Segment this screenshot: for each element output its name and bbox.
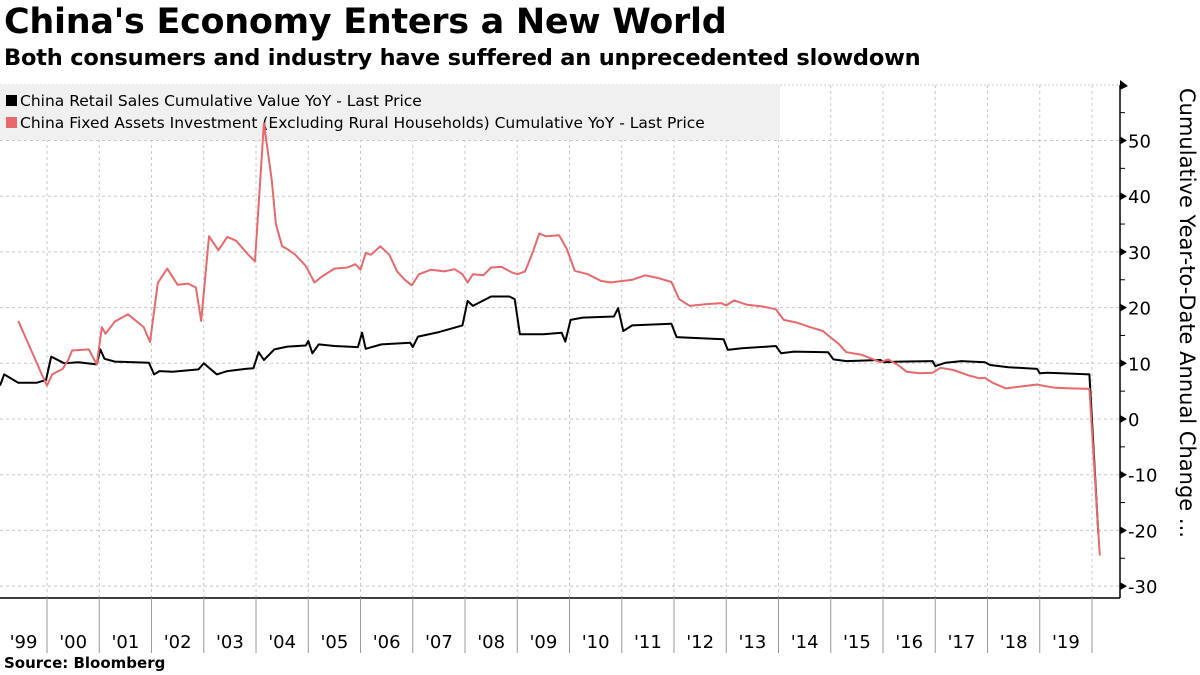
y-tick-major bbox=[1120, 470, 1127, 479]
y-tick-label: 50 bbox=[1128, 132, 1151, 153]
x-tick-label: '10 bbox=[582, 632, 610, 653]
y-axis-arrow bbox=[1120, 80, 1128, 90]
y-tick-label: -10 bbox=[1128, 466, 1157, 487]
y-tick-major bbox=[1120, 526, 1127, 535]
y-tick-major bbox=[1120, 415, 1127, 423]
x-tick-label: '01 bbox=[111, 632, 139, 653]
y-tick-label: -30 bbox=[1128, 577, 1157, 598]
x-tick-label: '00 bbox=[59, 632, 87, 653]
y-tick-label: 20 bbox=[1128, 299, 1151, 320]
x-tick-label: '19 bbox=[1052, 632, 1080, 653]
x-tick-label: '09 bbox=[529, 632, 557, 653]
series-line-fixed-assets-investment bbox=[17, 122, 1101, 556]
x-tick-label: '17 bbox=[947, 632, 975, 653]
y-tick-label: 40 bbox=[1128, 187, 1151, 208]
legend-swatch-retail bbox=[6, 95, 17, 106]
x-tick-label: '06 bbox=[373, 632, 401, 653]
chart-subtitle: Both consumers and industry have suffere… bbox=[4, 45, 921, 71]
chart-title: China's Economy Enters a New World bbox=[4, 2, 727, 42]
x-tick-label: '12 bbox=[686, 632, 714, 653]
y-tick-label: -20 bbox=[1128, 521, 1157, 542]
y-tick-major bbox=[1120, 582, 1127, 591]
x-tick-label: '03 bbox=[216, 632, 244, 653]
source-note: Source: Bloomberg bbox=[4, 654, 166, 672]
x-tick-label: '07 bbox=[425, 632, 453, 653]
y-tick-major bbox=[1120, 359, 1127, 368]
y-tick-major bbox=[1120, 247, 1127, 256]
x-tick-label: '04 bbox=[268, 632, 296, 653]
y-tick-major bbox=[1120, 303, 1127, 312]
grid bbox=[0, 84, 1120, 598]
x-tick-label: '05 bbox=[320, 632, 348, 653]
x-tick-label: '14 bbox=[791, 632, 819, 653]
x-tick-label: '02 bbox=[164, 632, 192, 653]
x-tick-label: '08 bbox=[477, 632, 505, 653]
legend-label-fai: China Fixed Assets Investment (Excluding… bbox=[20, 114, 705, 132]
x-tick-label: '18 bbox=[1000, 632, 1028, 653]
series-line-retail-sales bbox=[0, 295, 1100, 534]
axes: 50 40 30 20 10 0 -10 -20 -30 '99 '00 '01 '02 '03 '04 '0… bbox=[0, 80, 1157, 653]
y-tick-label: 0 bbox=[1128, 410, 1139, 431]
y-tick-label: 30 bbox=[1128, 243, 1151, 264]
legend: China Retail Sales Cumulative Value YoY … bbox=[0, 85, 780, 140]
series bbox=[0, 122, 1101, 556]
y-tick-major bbox=[1120, 192, 1127, 201]
x-tick-label: '99 bbox=[10, 632, 38, 653]
x-tick-label: '13 bbox=[738, 632, 766, 653]
legend-background bbox=[0, 85, 780, 140]
legend-label-retail: China Retail Sales Cumulative Value YoY … bbox=[20, 92, 422, 110]
x-tick-label: '16 bbox=[895, 632, 923, 653]
legend-swatch-fai bbox=[6, 117, 17, 128]
x-tick-label: '15 bbox=[843, 632, 871, 653]
y-tick-label: 10 bbox=[1128, 354, 1151, 375]
x-tick-label: '11 bbox=[634, 632, 662, 653]
y-tick-major bbox=[1120, 136, 1127, 145]
y-axis-title: Cumulative Year-to-Date Annual Change ..… bbox=[1175, 88, 1199, 538]
